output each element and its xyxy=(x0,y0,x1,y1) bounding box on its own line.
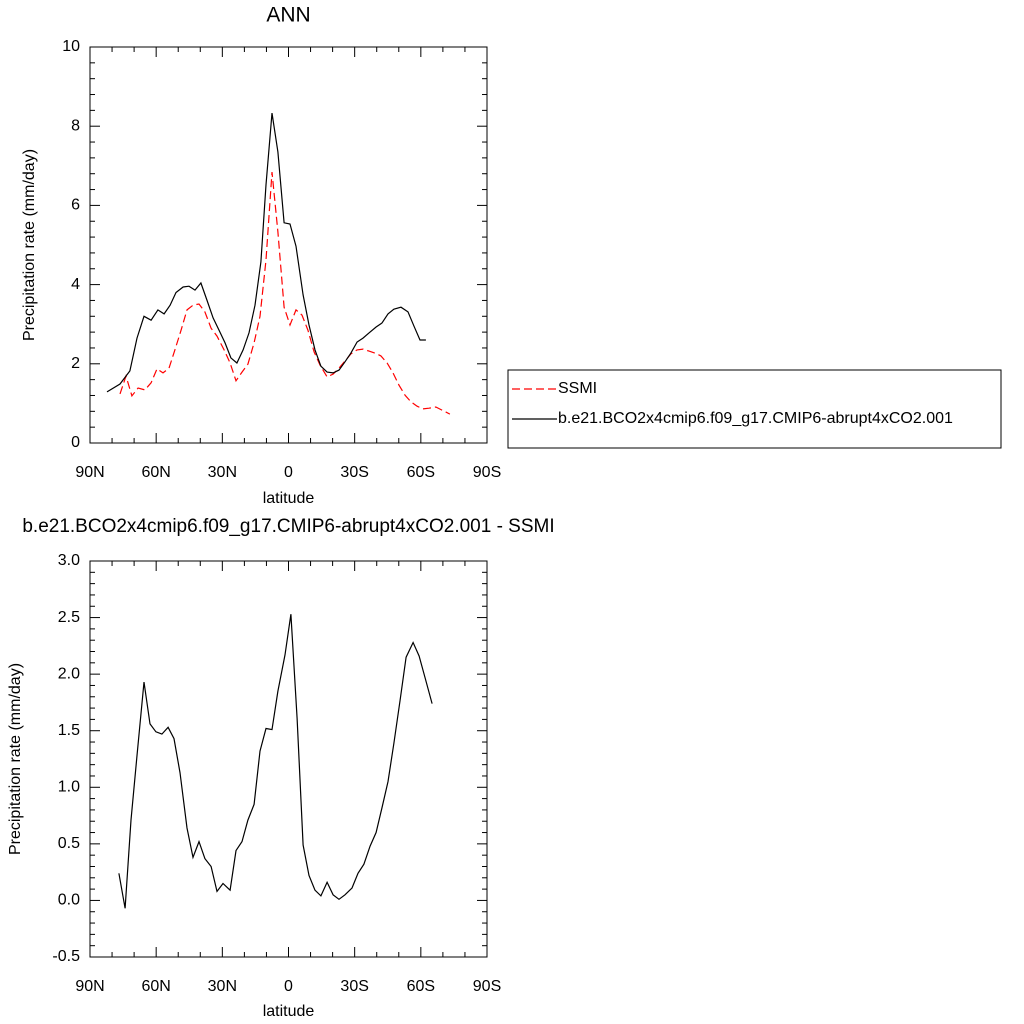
y-tick-label: 2 xyxy=(71,355,80,372)
y-tick-label: 0.5 xyxy=(58,835,80,852)
legend-box xyxy=(507,369,1002,449)
x-tick-label: 90S xyxy=(473,978,501,995)
x-tick-label: 60N xyxy=(141,464,170,481)
y-tick-label: 3.0 xyxy=(58,552,80,569)
legend-label: b.e21.BCO2x4cmip6.f09_g17.CMIP6-abrupt4x… xyxy=(558,410,953,427)
x-axis-label: latitude xyxy=(263,1003,315,1020)
x-tick-label: 60S xyxy=(407,464,435,481)
y-tick-label: 4 xyxy=(71,276,80,293)
x-tick-label: 30N xyxy=(208,978,237,995)
x-tick-label: 30S xyxy=(340,464,368,481)
plot-frame xyxy=(89,46,488,444)
data-line xyxy=(119,172,451,415)
y-tick-label: 1.5 xyxy=(58,722,80,739)
y-tick-label: -0.5 xyxy=(52,948,80,965)
data-line xyxy=(118,614,433,909)
y-axis-label: Precipitation rate (mm/day) xyxy=(7,663,24,855)
x-tick-label: 60S xyxy=(407,978,435,995)
x-tick-label: 30N xyxy=(208,464,237,481)
y-tick-label: 10 xyxy=(62,38,80,55)
x-tick-label: 0 xyxy=(284,978,293,995)
x-axis-label: latitude xyxy=(263,490,315,507)
chart-title: ANN xyxy=(266,4,310,27)
y-tick-label: 2.5 xyxy=(58,609,80,626)
x-tick-label: 90N xyxy=(75,464,104,481)
y-tick-label: 1.0 xyxy=(58,779,80,796)
plot-frame xyxy=(89,560,488,958)
y-tick-label: 2.0 xyxy=(58,665,80,682)
data-line xyxy=(106,113,426,393)
legend-label: SSMI xyxy=(558,380,597,397)
y-tick-label: 0.0 xyxy=(58,892,80,909)
x-tick-label: 30S xyxy=(340,978,368,995)
chart-title: b.e21.BCO2x4cmip6.f09_g17.CMIP6-abrupt4x… xyxy=(22,516,554,537)
y-tick-label: 6 xyxy=(71,197,80,214)
y-tick-label: 0 xyxy=(71,434,80,451)
x-tick-label: 90N xyxy=(75,978,104,995)
x-tick-label: 60N xyxy=(141,978,170,995)
x-tick-label: 0 xyxy=(284,464,293,481)
y-axis-label: Precipitation rate (mm/day) xyxy=(21,149,38,341)
y-tick-label: 8 xyxy=(71,117,80,134)
x-tick-label: 90S xyxy=(473,464,501,481)
